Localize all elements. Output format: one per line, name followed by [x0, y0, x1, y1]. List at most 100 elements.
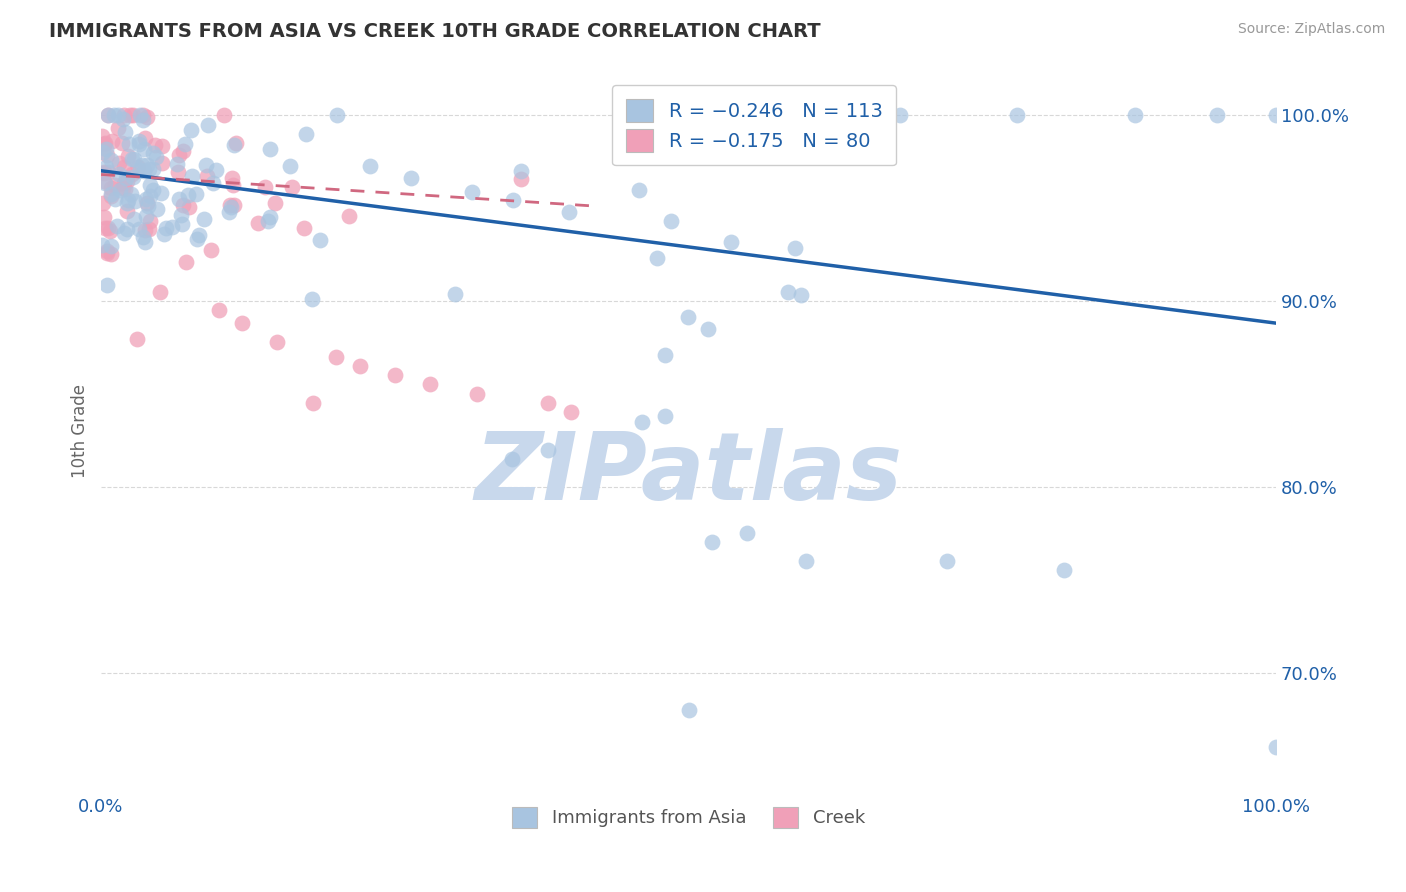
- Point: [122, 152, 145, 166]
- Point: [186, 186, 208, 201]
- Point: [124, 194, 146, 209]
- Point: [111, 180, 134, 194]
- Point: [219, 200, 242, 214]
- Point: [659, 214, 682, 228]
- Point: [510, 163, 533, 178]
- Point: [145, 150, 167, 164]
- Point: [93, 210, 115, 224]
- Point: [104, 178, 127, 192]
- Point: [100, 247, 122, 261]
- Point: [231, 316, 253, 330]
- Point: [112, 226, 135, 240]
- Point: [100, 153, 122, 168]
- Point: [120, 186, 142, 201]
- Point: [294, 127, 316, 141]
- Point: [222, 198, 245, 212]
- Point: [654, 409, 676, 423]
- Point: [129, 162, 152, 177]
- Point: [131, 158, 153, 172]
- Point: [93, 166, 115, 180]
- Point: [560, 405, 582, 419]
- Point: [108, 167, 131, 181]
- Point: [222, 137, 245, 152]
- Point: [301, 292, 323, 306]
- Point: [115, 195, 138, 210]
- Point: [444, 286, 467, 301]
- Point: [700, 535, 723, 549]
- Text: IMMIGRANTS FROM ASIA VS CREEK 10TH GRADE CORRELATION CHART: IMMIGRANTS FROM ASIA VS CREEK 10TH GRADE…: [49, 22, 821, 41]
- Point: [149, 285, 172, 299]
- Point: [259, 210, 281, 224]
- Point: [325, 350, 347, 364]
- Point: [107, 121, 129, 136]
- Point: [139, 178, 162, 193]
- Point: [225, 136, 247, 151]
- Point: [100, 186, 122, 201]
- Point: [96, 244, 118, 258]
- Point: [134, 164, 156, 178]
- Point: [501, 451, 523, 466]
- Point: [399, 171, 422, 186]
- Point: [167, 192, 190, 206]
- Point: [112, 108, 135, 122]
- Point: [384, 368, 406, 383]
- Point: [174, 255, 197, 269]
- Point: [222, 178, 245, 192]
- Point: [115, 203, 138, 218]
- Point: [160, 219, 183, 234]
- Point: [221, 170, 243, 185]
- Point: [115, 170, 138, 185]
- Point: [118, 108, 141, 122]
- Point: [93, 165, 115, 179]
- Point: [100, 180, 122, 194]
- Point: [187, 227, 209, 242]
- Point: [1265, 108, 1288, 122]
- Point: [558, 205, 581, 219]
- Point: [359, 159, 381, 173]
- Point: [167, 165, 190, 179]
- Point: [122, 169, 145, 184]
- Point: [112, 176, 135, 190]
- Point: [783, 241, 806, 255]
- Point: [167, 148, 190, 162]
- Point: [100, 134, 122, 148]
- Legend: Immigrants from Asia, Creek: Immigrants from Asia, Creek: [505, 800, 872, 835]
- Point: [117, 193, 139, 207]
- Point: [138, 222, 160, 236]
- Point: [138, 213, 160, 227]
- Point: [536, 442, 558, 457]
- Point: [150, 139, 173, 153]
- Point: [136, 110, 159, 124]
- Point: [153, 227, 176, 241]
- Point: [121, 152, 143, 166]
- Point: [121, 167, 143, 181]
- Point: [170, 208, 193, 222]
- Point: [135, 209, 157, 223]
- Point: [174, 137, 197, 152]
- Text: Source: ZipAtlas.com: Source: ZipAtlas.com: [1237, 22, 1385, 37]
- Point: [1123, 108, 1146, 122]
- Point: [349, 359, 371, 373]
- Point: [259, 142, 281, 156]
- Point: [132, 142, 155, 156]
- Point: [128, 136, 150, 151]
- Point: [179, 200, 201, 214]
- Point: [309, 234, 332, 248]
- Point: [100, 188, 122, 202]
- Point: [654, 348, 676, 362]
- Point: [1053, 563, 1076, 577]
- Point: [337, 210, 360, 224]
- Point: [172, 144, 194, 158]
- Point: [117, 174, 139, 188]
- Point: [776, 285, 799, 300]
- Point: [112, 112, 135, 126]
- Point: [134, 223, 156, 237]
- Point: [96, 148, 118, 162]
- Point: [134, 235, 156, 249]
- Text: ZIPatlas: ZIPatlas: [474, 428, 903, 520]
- Point: [202, 176, 225, 190]
- Point: [253, 180, 276, 194]
- Point: [132, 229, 155, 244]
- Point: [720, 235, 742, 250]
- Point: [193, 212, 215, 227]
